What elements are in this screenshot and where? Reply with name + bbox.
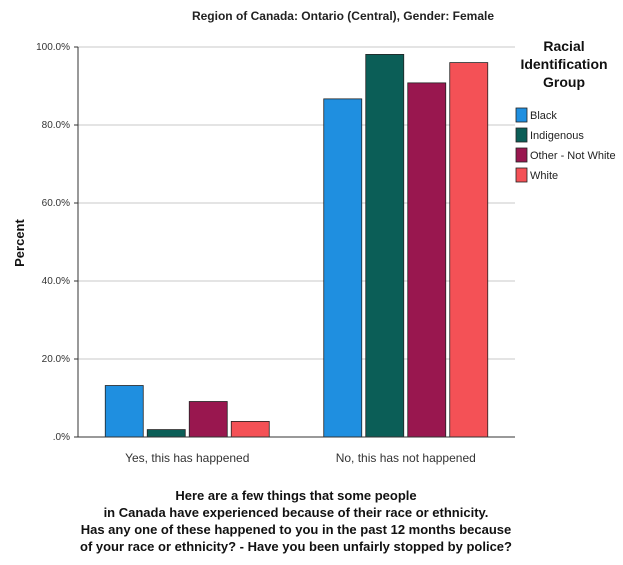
legend: Racial Identification Group Black Indigenous… [515, 38, 616, 183]
bar [449, 62, 489, 438]
legend-swatch [515, 127, 528, 143]
x-axis-label-line: Here are a few things that some people [175, 488, 416, 503]
x-axis-label-line: of your race or ethnicity? - Have you be… [80, 539, 512, 554]
y-tick-label: 100.0% [36, 42, 70, 53]
y-tick-label: 40.0% [42, 276, 70, 287]
bar [230, 420, 270, 438]
x-axis-label-line: Has any one of these happened to you in … [81, 522, 512, 537]
legend-label: Indigenous [530, 130, 584, 142]
x-axis-label-line: in Canada have experienced because of th… [104, 505, 489, 520]
y-tick-label: 60.0% [42, 198, 70, 209]
legend-swatch [515, 107, 528, 123]
legend-label: Black [530, 110, 557, 122]
x-tick-label: Yes, this has happened [125, 451, 249, 465]
y-tick-label: .0% [53, 432, 70, 443]
y-tick-label: 80.0% [42, 120, 70, 131]
legend-title: Identification [520, 56, 607, 72]
bar [407, 82, 447, 438]
bar [104, 385, 144, 438]
legend-label: Other - Not White [530, 150, 616, 162]
x-axis-label: Here are a few things that some people in… [80, 488, 512, 554]
legend-swatch [515, 167, 528, 183]
x-tick-label: No, this has not happened [336, 451, 476, 465]
bar [365, 54, 405, 438]
bars [104, 54, 489, 438]
legend-title: Group [543, 74, 585, 90]
legend-swatch [515, 147, 528, 163]
y-axis-label: Percent [12, 218, 27, 266]
y-tick-label: 20.0% [42, 354, 70, 365]
bar [188, 401, 228, 438]
bar [146, 429, 186, 438]
bar [323, 98, 363, 438]
legend-title: Racial [543, 38, 584, 54]
axes: .0% 20.0% 40.0% 60.0% 80.0% 100.0% Yes, this h… [36, 42, 515, 465]
chart-title: Region of Canada: Ontario (Central), Gen… [192, 9, 494, 23]
legend-label: White [530, 170, 558, 182]
